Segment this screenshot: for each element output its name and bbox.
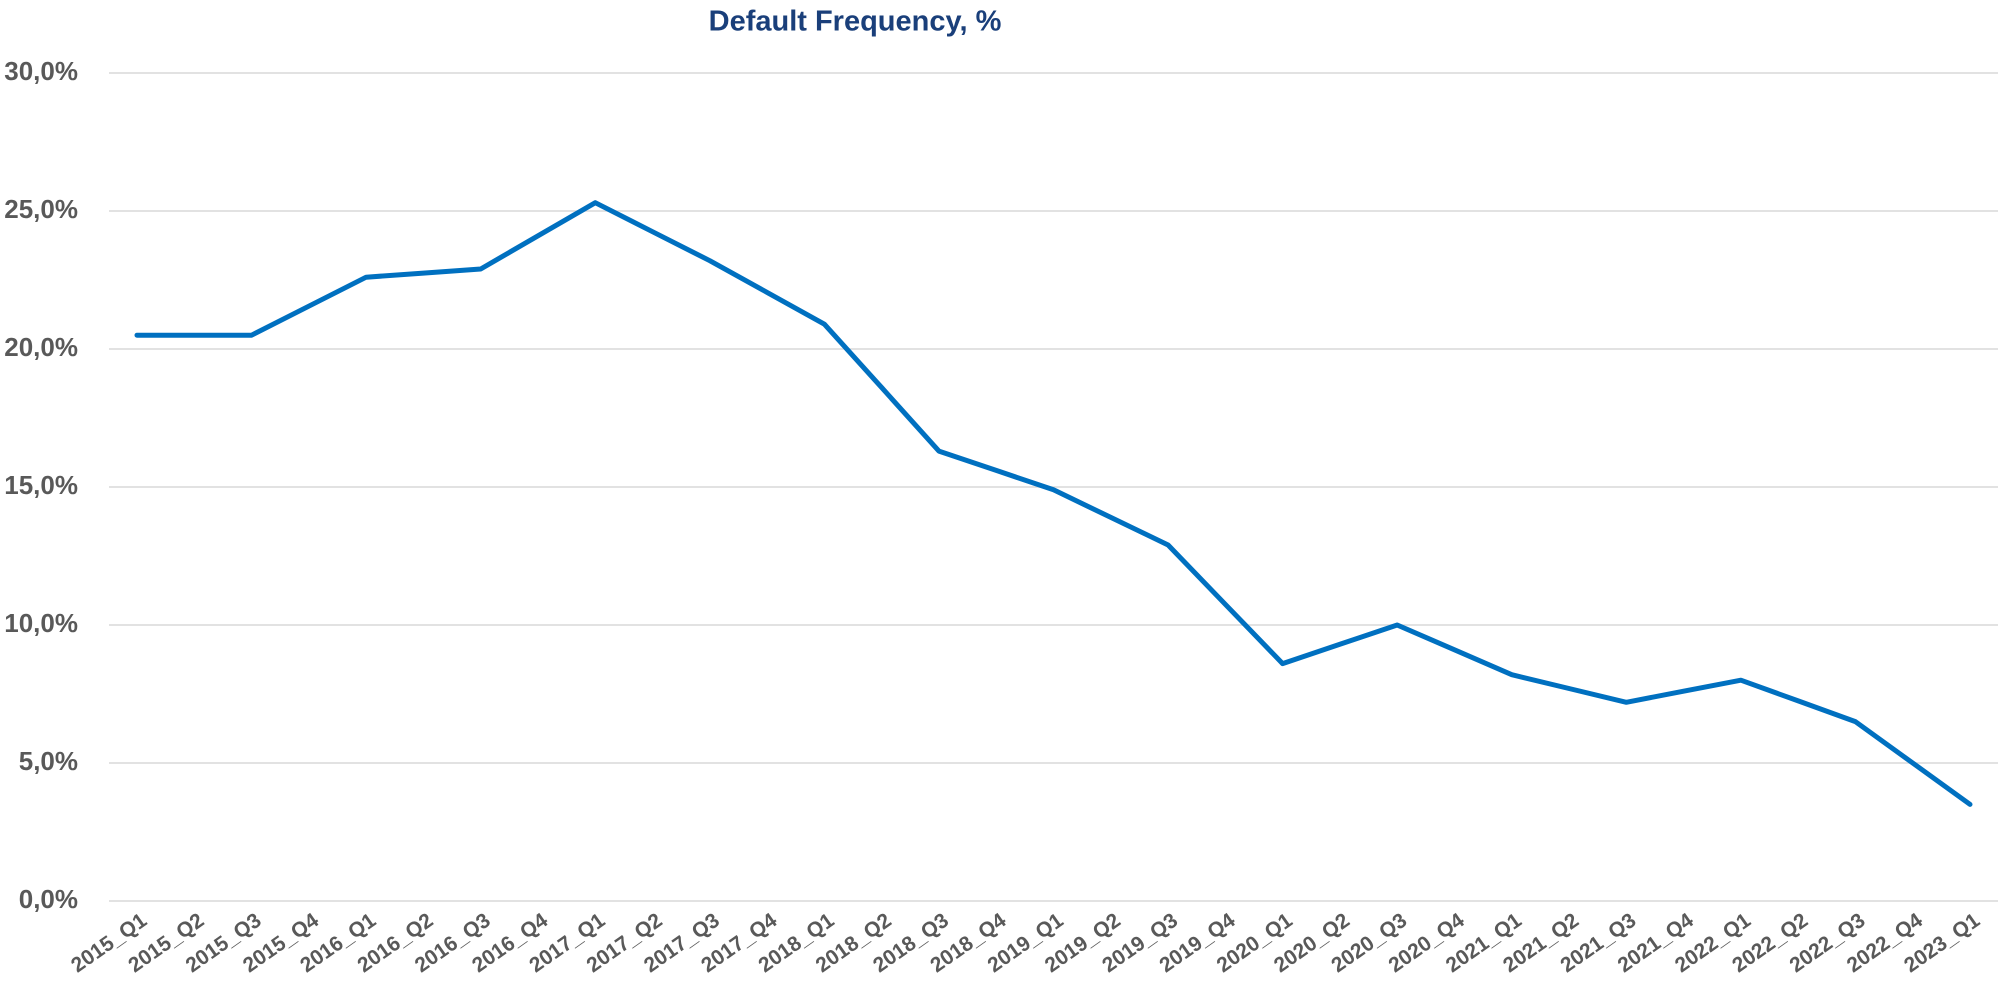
y-tick-label: 5,0% bbox=[19, 746, 78, 776]
y-tick-label: 0,0% bbox=[19, 884, 78, 914]
y-tick-label: 25,0% bbox=[4, 194, 78, 224]
y-tick-label: 15,0% bbox=[4, 470, 78, 500]
chart-title: Default Frequency, % bbox=[709, 6, 1002, 38]
y-tick-label: 10,0% bbox=[4, 608, 78, 638]
line-series bbox=[134, 200, 1973, 807]
y-tick-label: 20,0% bbox=[4, 332, 78, 362]
y-tick-label: 30,0% bbox=[4, 56, 78, 86]
